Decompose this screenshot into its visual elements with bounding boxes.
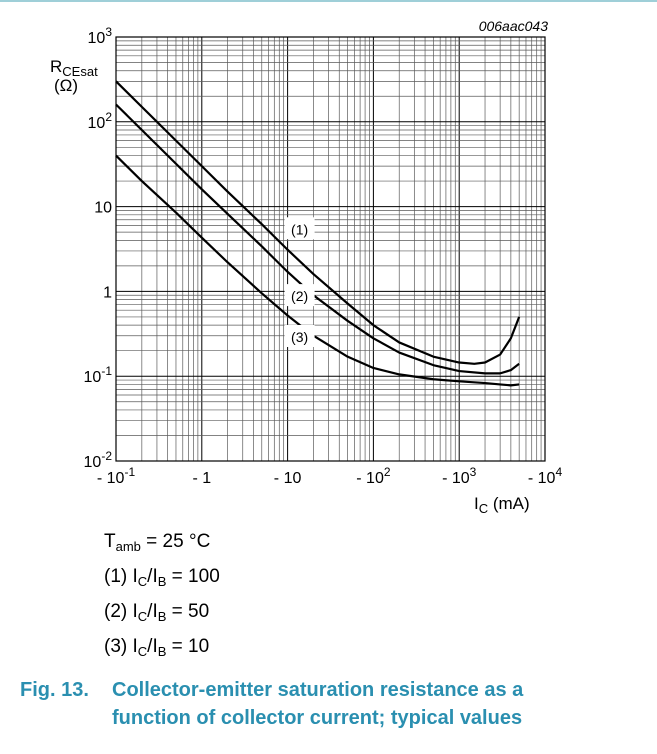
test-conditions: Tamb = 25 °C (1) IC/IB = 100 (2) IC/IB =… bbox=[104, 524, 220, 664]
series-layer: (1) (2) (3) bbox=[115, 80, 521, 387]
figure-number: Fig. 13. bbox=[20, 679, 89, 701]
x-tick-label: - 10 bbox=[274, 470, 302, 487]
condition-sub-b: B bbox=[157, 609, 167, 624]
tick-labels: - 10-1- 1- 10- 102- 103- 10410310210110-… bbox=[84, 25, 563, 487]
tamb-value: = 25 °C bbox=[140, 531, 211, 552]
x-tick-label: - 103 bbox=[442, 465, 477, 487]
condition-prefix: (1) I bbox=[104, 566, 138, 587]
y-tick-label: 10 bbox=[94, 200, 112, 217]
caption-text-2: function of collector current; typical v… bbox=[112, 707, 523, 729]
x-axis-label: IC (mA) bbox=[474, 494, 530, 516]
series-label-bg bbox=[284, 217, 315, 240]
x-axis-label-main: I bbox=[474, 494, 479, 513]
condition-line-1: (1) IC/IB = 100 bbox=[104, 559, 220, 594]
series-line-2 bbox=[115, 103, 520, 375]
condition-prefix: (3) I bbox=[104, 636, 138, 657]
top-rule bbox=[0, 0, 657, 2]
condition-prefix: (2) I bbox=[104, 601, 138, 622]
series-label-1: (1) bbox=[291, 221, 308, 237]
y-tick-label: 102 bbox=[88, 110, 113, 132]
series-label-bg bbox=[284, 324, 315, 347]
condition-value: = 100 bbox=[166, 566, 220, 587]
x-tick-label: - 1 bbox=[192, 470, 211, 487]
caption-text-1: Collector-emitter saturation resistance … bbox=[112, 679, 524, 701]
ambient-temperature-note: Tamb = 25 °C bbox=[104, 524, 220, 559]
tamb-symbol: T bbox=[104, 531, 116, 552]
series-label-3: (3) bbox=[291, 329, 308, 345]
condition-value: = 10 bbox=[166, 636, 210, 657]
condition-line-3: (3) IC/IB = 10 bbox=[104, 629, 220, 664]
condition-mid: /I bbox=[147, 636, 158, 657]
x-tick-label: - 102 bbox=[356, 465, 391, 487]
tamb-subscript: amb bbox=[115, 539, 141, 554]
series-label-bg bbox=[284, 284, 315, 307]
figure-caption: Fig. 13. Collector-emitter saturation res… bbox=[20, 676, 650, 732]
condition-sub-b: B bbox=[157, 574, 167, 589]
x-tick-label: - 10-1 bbox=[97, 465, 136, 487]
y-axis-label-main: R bbox=[50, 57, 62, 76]
condition-value: = 50 bbox=[166, 601, 210, 622]
rcesat-chart: (1)(2)(3) - 10-1- 1- 10- 102- 103- 10410… bbox=[50, 18, 563, 516]
y-tick-label: 1 bbox=[103, 284, 112, 301]
condition-line-2: (2) IC/IB = 50 bbox=[104, 594, 220, 629]
condition-sub-c: C bbox=[137, 644, 148, 659]
series-line-1 bbox=[115, 80, 521, 365]
y-axis-unit: (Ω) bbox=[54, 76, 78, 95]
condition-mid: /I bbox=[147, 566, 158, 587]
y-tick-label: 10-2 bbox=[84, 449, 113, 471]
condition-sub-c: C bbox=[137, 609, 148, 624]
condition-sub-b: B bbox=[157, 644, 167, 659]
chart-grid bbox=[115, 37, 545, 462]
y-axis-label: RCEsat bbox=[50, 57, 98, 79]
plot-border bbox=[115, 36, 546, 462]
y-tick-label: 10-1 bbox=[84, 364, 113, 386]
condition-mid: /I bbox=[147, 601, 158, 622]
condition-sub-c: C bbox=[137, 574, 148, 589]
y-axis-label-sub: CEsat bbox=[62, 64, 98, 79]
y-tick-label: 103 bbox=[88, 25, 113, 47]
caption-line-1: Fig. 13. Collector-emitter saturation res… bbox=[20, 676, 650, 704]
figure-id: 006aac043 bbox=[479, 18, 549, 34]
x-tick-label: - 104 bbox=[528, 465, 563, 487]
x-axis-label-sub: C bbox=[479, 501, 488, 516]
series-line-3 bbox=[115, 154, 520, 387]
x-axis-unit: (mA) bbox=[488, 494, 530, 513]
caption-line-2: function of collector current; typical v… bbox=[20, 704, 650, 732]
plot-frame bbox=[115, 36, 546, 462]
series-label-2: (2) bbox=[291, 288, 308, 304]
